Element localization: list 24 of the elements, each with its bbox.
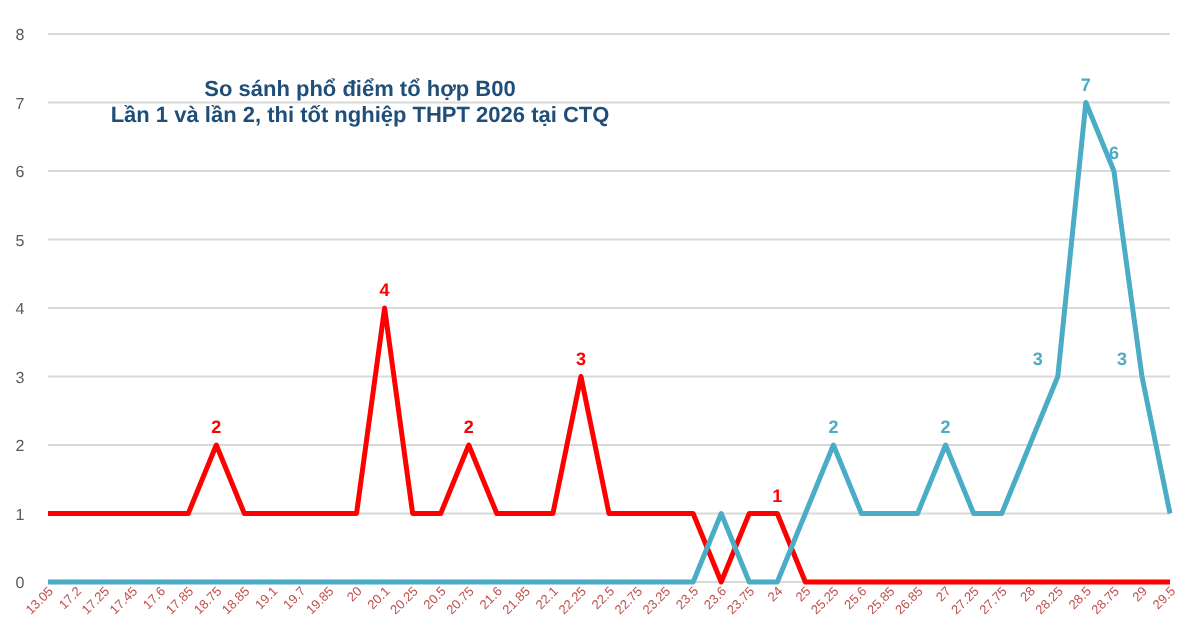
text: Lần 1 và lần 2, thi tốt nghiệp THPT 2026 tại CTQ	[110, 104, 611, 128]
y-tick-label: 3	[15, 368, 26, 387]
data-label: 4	[379, 280, 390, 300]
y-tick-label: 2	[15, 437, 26, 455]
y-tick-label: 8	[15, 26, 26, 44]
text: So sánh phổ điểm tổ hợp B00	[204, 78, 516, 102]
y-tick-label: 1	[15, 505, 26, 524]
data-label: 3	[1032, 348, 1043, 369]
data-label: 2	[211, 417, 222, 437]
data-label: 2	[828, 417, 839, 437]
data-label: 1	[772, 485, 783, 506]
line-series	[45, 305, 1173, 585]
data-label: 6	[1108, 143, 1119, 163]
data-label: 3	[575, 348, 586, 369]
line-series	[45, 100, 1173, 585]
y-tick-label: 6	[15, 163, 26, 181]
data-label: 7	[1080, 74, 1091, 95]
data-label: 2	[940, 417, 951, 437]
data-label: 3	[1116, 348, 1127, 369]
y-tick-label: 5	[15, 231, 26, 250]
y-tick-label: 4	[15, 300, 26, 318]
data-label: 2	[463, 417, 474, 437]
y-tick-label: 7	[15, 94, 26, 113]
y-tick-label: 0	[15, 574, 26, 592]
